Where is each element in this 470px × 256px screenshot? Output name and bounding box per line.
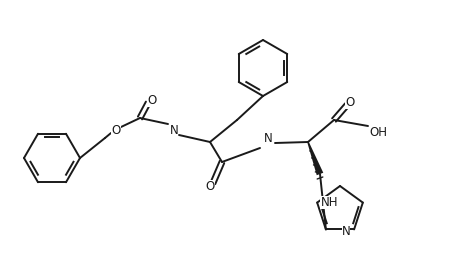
- Text: O: O: [111, 123, 121, 136]
- Text: O: O: [345, 95, 355, 109]
- Text: N: N: [264, 132, 273, 144]
- Text: NH: NH: [321, 196, 338, 209]
- Text: O: O: [148, 93, 157, 106]
- Text: O: O: [205, 179, 215, 193]
- Polygon shape: [307, 142, 323, 175]
- Text: N: N: [170, 123, 179, 136]
- Text: OH: OH: [369, 125, 387, 138]
- Text: N: N: [342, 225, 351, 238]
